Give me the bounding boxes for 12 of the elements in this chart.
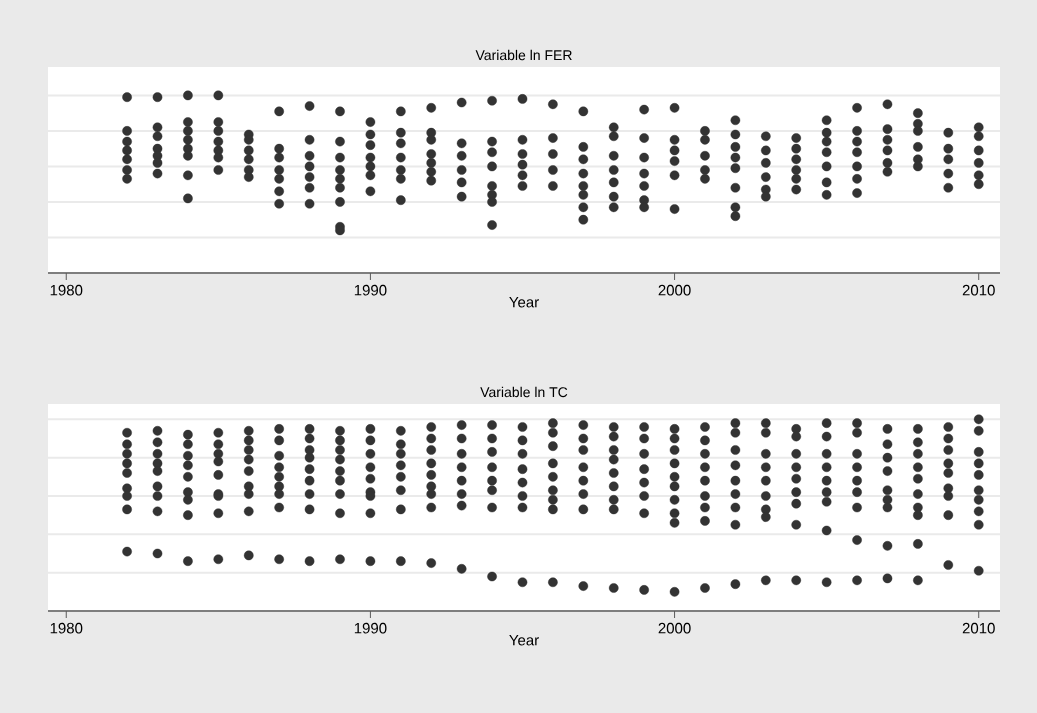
x-tick-label: 1990 — [354, 622, 387, 634]
x-tick-label: 1990 — [354, 284, 387, 296]
x-axis-title: Year — [509, 635, 539, 646]
x-tick-label: 2010 — [962, 622, 995, 634]
x-axis-title: Year — [509, 297, 539, 308]
x-tick-label: 1980 — [50, 622, 83, 634]
chart-title: Variable ln TC — [480, 386, 568, 398]
x-tick-label: 2010 — [962, 284, 995, 296]
x-tick-label: 2000 — [658, 284, 691, 296]
x-tick-label: 2000 — [658, 622, 691, 634]
x-tick-label: 1980 — [50, 284, 83, 296]
chart-title: Variable ln FER — [475, 49, 572, 61]
